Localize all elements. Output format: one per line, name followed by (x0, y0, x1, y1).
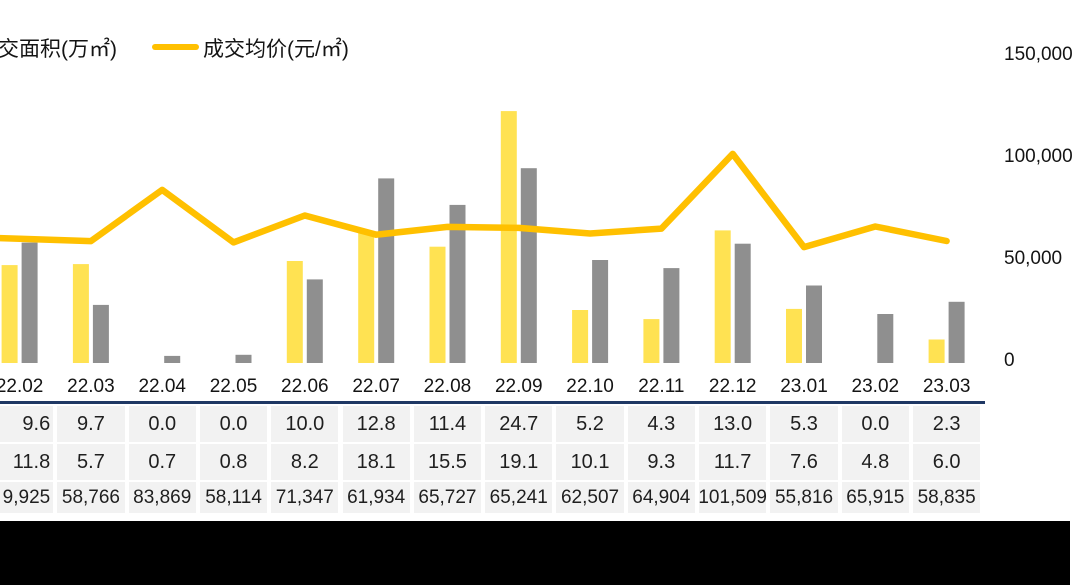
table-cell-22.05-r2: 0.8 (199, 444, 268, 480)
x-tick-22.05: 22.05 (209, 376, 258, 397)
table-cell-22.12-r1: 13.0 (699, 406, 767, 442)
y-tick-50,000: 50,000 (1004, 248, 1063, 269)
bar-gray-22.11 (663, 268, 680, 363)
table-cell-22.04-r1: 0.0 (128, 406, 196, 442)
table-cell-22.07-r3: 61,934 (342, 482, 410, 513)
x-tick-22.03: 22.03 (67, 376, 115, 397)
bar-yellow-23.03 (928, 339, 945, 363)
table-cell-22.08-r3: 65,727 (413, 482, 482, 513)
bar-gray-22.04 (164, 355, 181, 363)
table-cell-22.04-r3: 83,869 (128, 482, 196, 513)
bar-gray-22.06 (306, 279, 323, 363)
table-cell-22.10-r1: 5.2 (556, 406, 624, 442)
legend-area-label: 交面积(万㎡) (0, 38, 117, 61)
bar-yellow-22.03 (72, 264, 89, 363)
table-cell-22.05-r3: 58,114 (199, 482, 268, 513)
bottom-black-strip (0, 521, 1070, 585)
table-cell-22.07-r2: 18.1 (342, 444, 410, 480)
table-cell-22.05-r1: 0.0 (199, 406, 268, 442)
bar-yellow-23.01 (786, 308, 802, 363)
table-cell-22.11-r1: 4.3 (627, 406, 695, 442)
bar-gray-22.12 (734, 243, 751, 363)
table-cell-22.09-r1: 24.7 (485, 406, 553, 442)
chart-plot-area (0, 111, 965, 363)
table-cell-23.02-r3: 65,915 (841, 482, 909, 513)
table-cell-22.03-r2: 5.7 (57, 444, 125, 480)
bar-gray-22.08 (449, 204, 466, 363)
table-cell-23.01-r3: 55,816 (770, 482, 838, 513)
legend-price-label: 成交均价(元/㎡) (203, 38, 349, 61)
x-tick-22.06: 22.06 (281, 376, 329, 397)
table-cell-22.08-r1: 11.4 (413, 406, 482, 442)
table-cell-22.06-r2: 8.2 (271, 444, 339, 480)
x-tick-22.04: 22.04 (138, 376, 186, 397)
bar-gray-22.10 (592, 260, 609, 363)
table-cell-22.11-r2: 9.3 (627, 444, 695, 480)
bar-gray-22.05 (235, 354, 252, 363)
table-cell-23.01-r1: 5.3 (770, 406, 838, 442)
x-tick-23.03: 23.03 (922, 376, 971, 397)
bar-yellow-22.09 (500, 111, 517, 363)
bar-gray-23.02 (877, 314, 894, 363)
table-cell-22.04-r2: 0.7 (128, 444, 196, 480)
table-cell-22.09-r2: 19.1 (485, 444, 553, 480)
y-tick-150,000: 150,000 (1004, 44, 1073, 65)
table-cell-23.02-r1: 0.0 (841, 406, 909, 442)
bar-gray-23.03 (948, 301, 965, 363)
table-top-border (0, 401, 985, 404)
price-line (0, 150, 950, 251)
x-tick-23.01: 23.01 (780, 376, 828, 397)
x-tick-23.02: 23.02 (851, 376, 900, 397)
table-cell-22.10-r2: 10.1 (556, 444, 624, 480)
x-tick-22.09: 22.09 (494, 376, 543, 397)
bar-gray-22.09 (520, 168, 537, 363)
table-cell-22.07-r1: 12.8 (342, 406, 410, 442)
table-cell-22.09-r3: 65,241 (485, 482, 553, 513)
table-cell-22.11-r3: 64,904 (627, 482, 695, 513)
table-cell-23.01-r2: 7.6 (770, 444, 838, 480)
x-tick-22.12: 22.12 (708, 376, 757, 397)
bar-gray-23.01 (806, 285, 822, 363)
table-cell-22.03-r3: 58,766 (57, 482, 125, 513)
bar-yellow-22.10 (572, 310, 589, 363)
table-cell-22.06-r1: 10.0 (271, 406, 339, 442)
bar-yellow-22.11 (643, 319, 660, 363)
bar-yellow-22.12 (714, 230, 731, 363)
x-tick-22.02: 22.02 (0, 376, 44, 397)
bar-yellow-22.02 (1, 265, 18, 363)
x-tick-22.11: 22.11 (638, 376, 685, 397)
table-cell-22.12-r2: 11.7 (699, 444, 767, 480)
legend-line-swatch-icon (152, 44, 199, 50)
bar-gray-22.02 (21, 242, 38, 363)
table-cell-22.02-r1: 9.6 (0, 406, 54, 442)
bar-yellow-22.07 (358, 232, 375, 363)
table-cell-22.03-r1: 9.7 (57, 406, 125, 442)
table-cell-23.03-r1: 2.3 (913, 406, 981, 442)
x-tick-22.10: 22.10 (566, 376, 614, 397)
table-cell-22.12-r3: 101,509 (698, 482, 767, 513)
table-cell-22.06-r3: 71,347 (271, 482, 339, 513)
table-cell-22.10-r3: 62,507 (556, 482, 624, 513)
bar-gray-22.07 (378, 178, 395, 363)
table-cell-23.03-r2: 6.0 (913, 444, 981, 480)
bar-gray-22.03 (92, 304, 109, 363)
table-cell-22.08-r2: 15.5 (413, 444, 482, 480)
y-tick-100,000: 100,000 (1004, 146, 1073, 167)
bar-yellow-22.06 (286, 261, 303, 363)
table-cell-23.02-r2: 4.8 (841, 444, 909, 480)
x-tick-22.08: 22.08 (423, 376, 472, 397)
bar-yellow-22.08 (429, 246, 446, 363)
table-cell-22.02-r3: 9,925 (0, 482, 54, 513)
x-tick-22.07: 22.07 (352, 376, 400, 397)
table-cell-23.03-r3: 58,835 (913, 482, 981, 513)
table-cell-22.02-r2: 11.8 (0, 444, 54, 480)
y-tick-0: 0 (1004, 350, 1015, 371)
